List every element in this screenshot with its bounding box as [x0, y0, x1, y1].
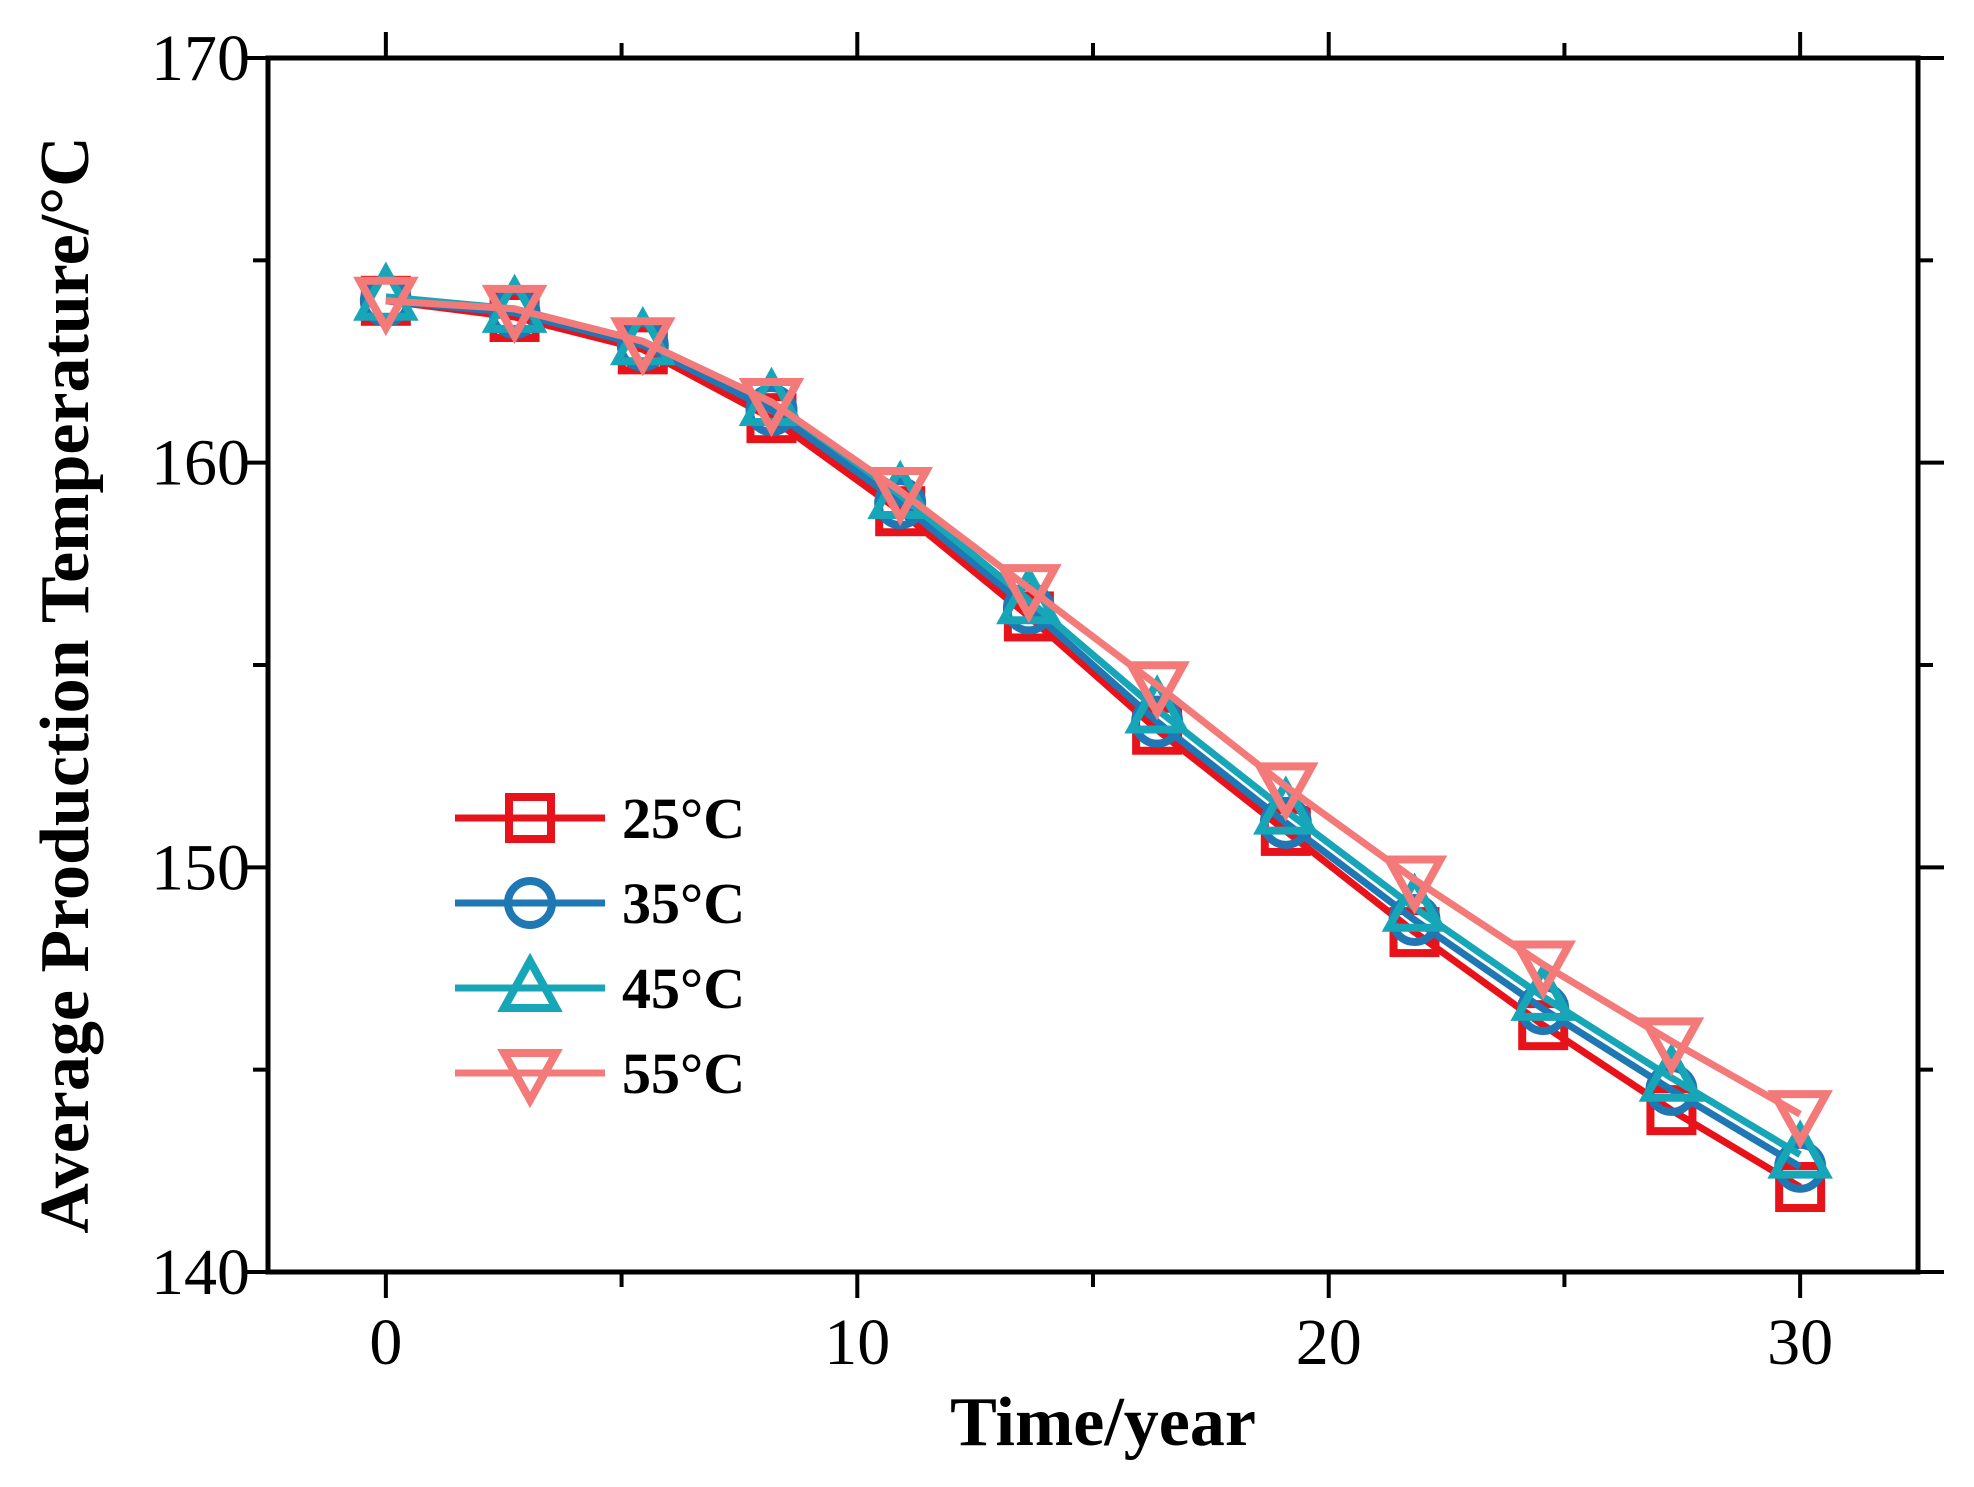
data-point	[1253, 775, 1319, 835]
tick-layer: 0 10 20 30 140 150 160 170	[151, 22, 1944, 1379]
data-point	[1510, 940, 1576, 1000]
y-tick-label: 150	[151, 831, 250, 904]
legend: 25°C 35°C 45°C 55°C	[455, 786, 745, 1109]
data-point	[1767, 1090, 1833, 1150]
x-tick-label: 20	[1296, 1306, 1362, 1379]
data-point	[1638, 1042, 1705, 1102]
data-point	[353, 276, 419, 337]
legend-label: 55°C	[622, 1041, 745, 1106]
legend-item: 55°C	[455, 1041, 745, 1109]
data-point	[1253, 762, 1319, 822]
y-axis-title: Average Production Temperature/°C	[27, 136, 104, 1233]
data-point	[481, 284, 548, 345]
legend-marker	[497, 952, 563, 1012]
data-point	[1381, 872, 1448, 932]
data-point	[610, 317, 676, 377]
data-point	[867, 466, 933, 527]
data-point	[738, 377, 805, 438]
x-axis-title: Time/year	[950, 1384, 1256, 1461]
data-point	[1510, 961, 1576, 1021]
legend-marker	[504, 877, 556, 929]
legend-marker	[505, 793, 555, 843]
legend-label: 35°C	[622, 871, 745, 936]
series-layer	[353, 261, 1833, 1213]
series-55°C	[353, 276, 1833, 1150]
legend-label: 25°C	[622, 786, 745, 851]
legend-marker	[497, 1049, 563, 1109]
x-tick-label: 0	[369, 1306, 402, 1379]
data-point	[1381, 855, 1448, 915]
x-tick-label: 10	[824, 1306, 890, 1379]
y-tick-label: 170	[151, 22, 250, 95]
y-tick-label: 160	[151, 427, 250, 500]
data-point	[1124, 661, 1190, 721]
x-tick-label: 30	[1767, 1306, 1833, 1379]
legend-item: 45°C	[455, 952, 745, 1021]
data-point	[1767, 1119, 1833, 1179]
y-tick-label: 140	[151, 1236, 250, 1309]
data-point	[1124, 674, 1190, 734]
data-point	[996, 564, 1062, 624]
legend-label: 45°C	[622, 956, 745, 1021]
data-point	[353, 261, 419, 321]
data-point	[1638, 1017, 1705, 1077]
legend-item: 25°C	[455, 786, 745, 851]
legend-item: 35°C	[455, 871, 745, 936]
